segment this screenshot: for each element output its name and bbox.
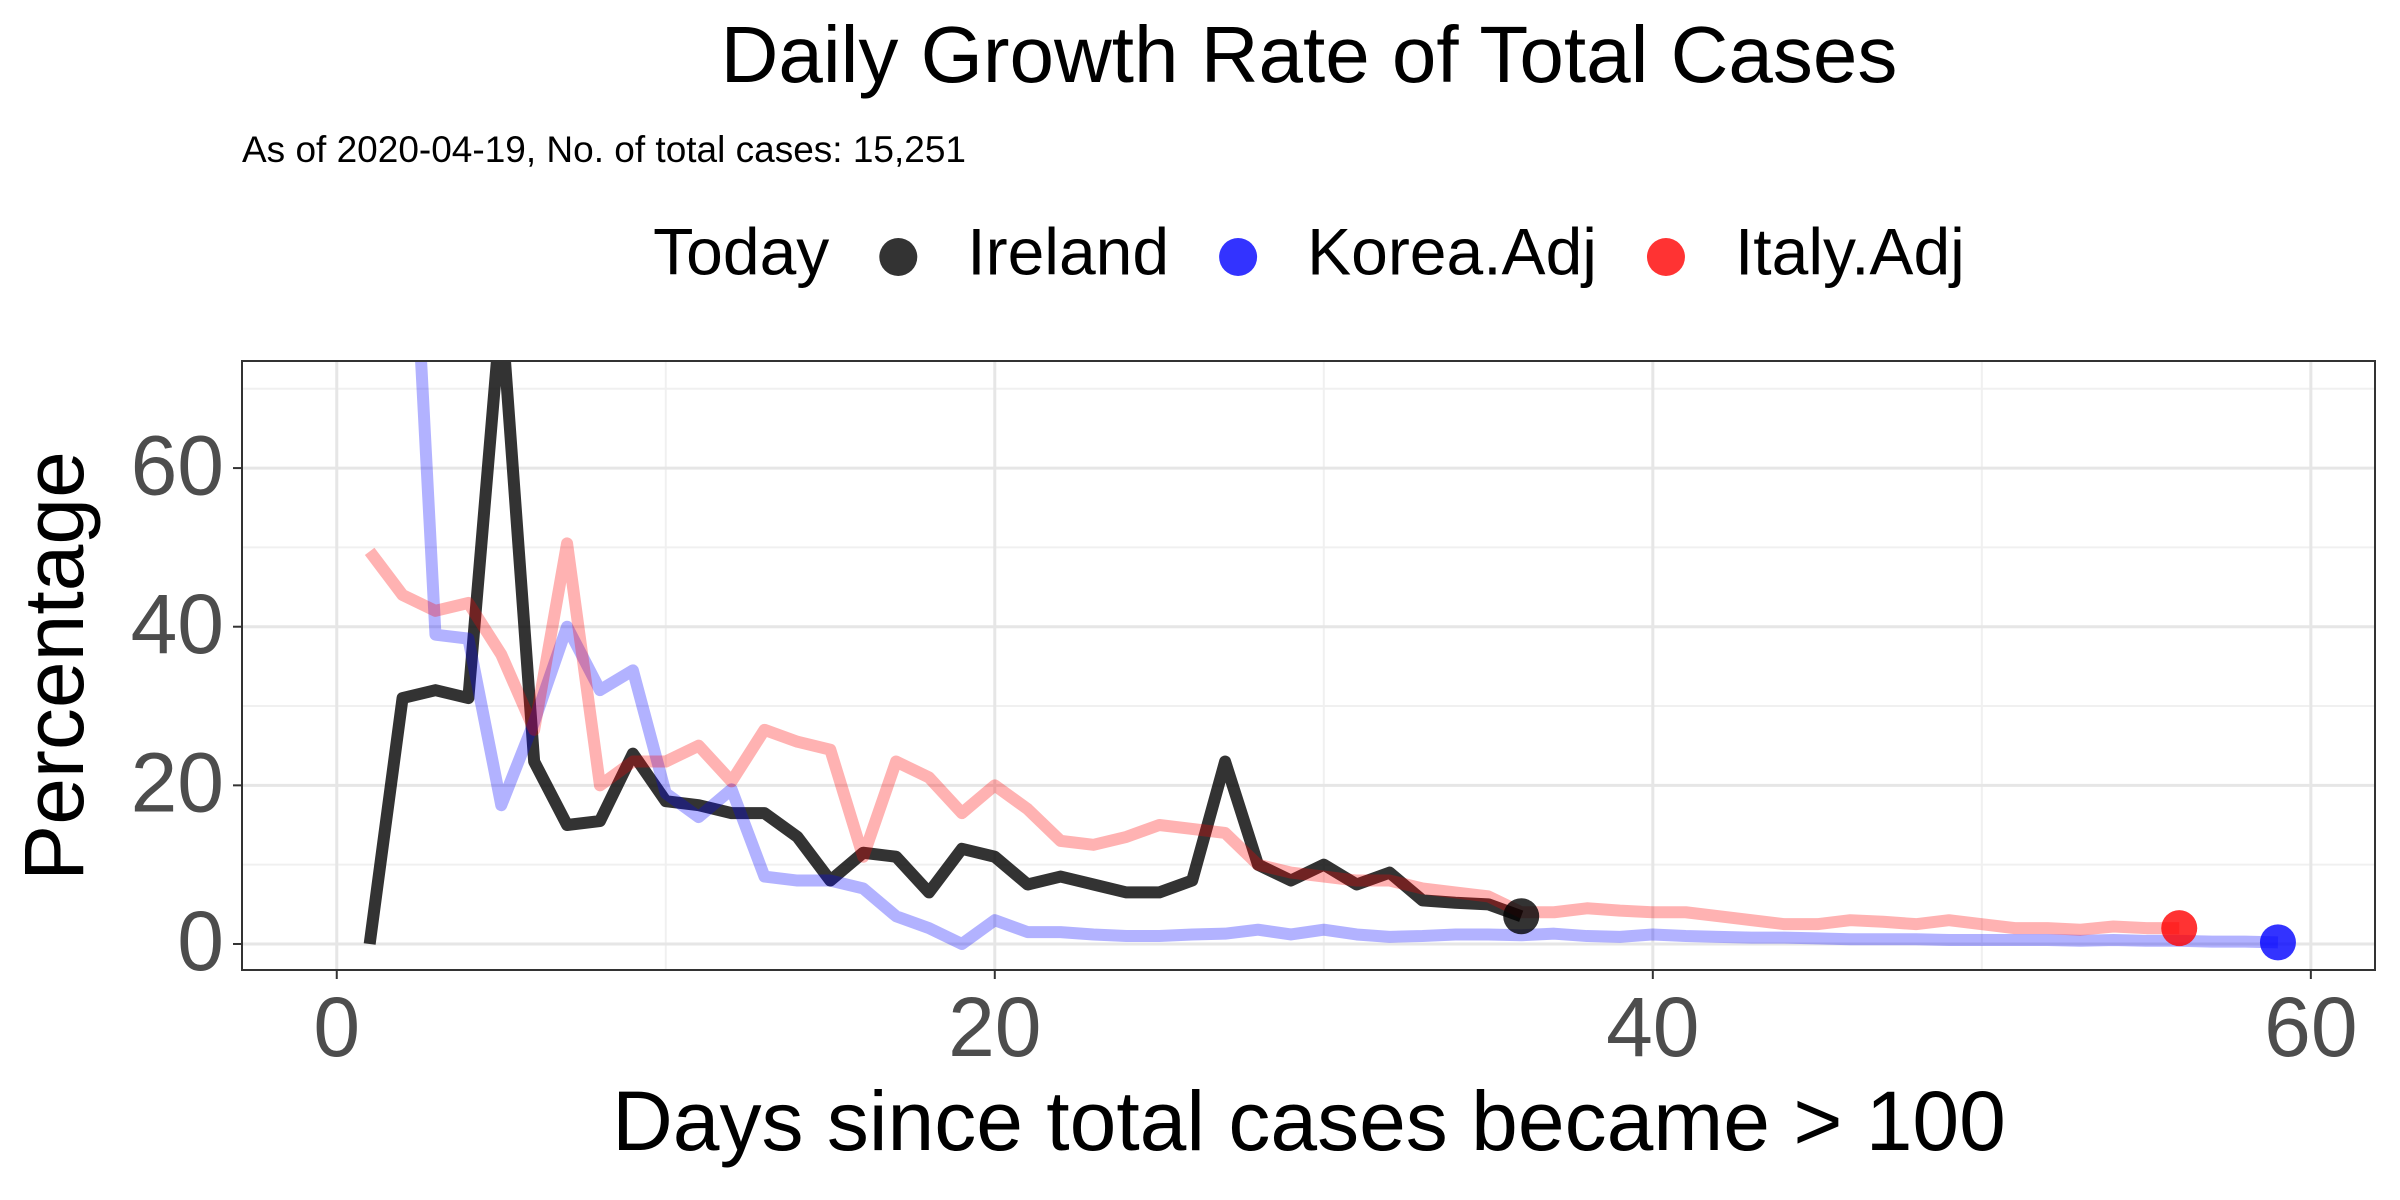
chart-subtitle: As of 2020-04-19, No. of total cases: 15… xyxy=(242,129,966,170)
x-tick-label: 40 xyxy=(1606,980,1699,1074)
x-axis-title: Days since total cases became > 100 xyxy=(612,1074,2006,1168)
legend-swatch xyxy=(1219,238,1258,276)
legend-title: Today xyxy=(653,214,829,288)
x-tick-label: 20 xyxy=(948,980,1041,1074)
grid xyxy=(242,361,2375,970)
series-line xyxy=(363,361,1524,945)
today-point xyxy=(2161,910,2198,947)
x-tick-label: 0 xyxy=(313,980,360,1074)
legend-swatch xyxy=(1646,238,1685,276)
today-point xyxy=(1503,898,1540,935)
y-tick-label: 20 xyxy=(131,736,224,830)
today-point xyxy=(2259,924,2296,961)
series-line xyxy=(364,537,2180,936)
legend-swatch xyxy=(879,238,918,276)
y-tick-label: 60 xyxy=(131,418,224,512)
legend: Today Ireland Korea.Adj Italy.Adj xyxy=(653,214,1965,288)
y-axis-title: Percentage xyxy=(7,451,101,881)
y-tick-label: 0 xyxy=(177,894,224,988)
plot-lines xyxy=(363,361,2296,961)
legend-label[interactable]: Italy.Adj xyxy=(1735,214,1965,288)
plot-border xyxy=(241,360,2376,971)
legend-label[interactable]: Korea.Adj xyxy=(1307,214,1597,288)
x-tick-label: 60 xyxy=(2264,980,2357,1074)
chart-title: Daily Growth Rate of Total Cases xyxy=(721,10,1898,99)
y-tick-label: 40 xyxy=(131,577,224,671)
series-line xyxy=(415,361,2279,950)
legend-label[interactable]: Ireland xyxy=(967,214,1169,288)
